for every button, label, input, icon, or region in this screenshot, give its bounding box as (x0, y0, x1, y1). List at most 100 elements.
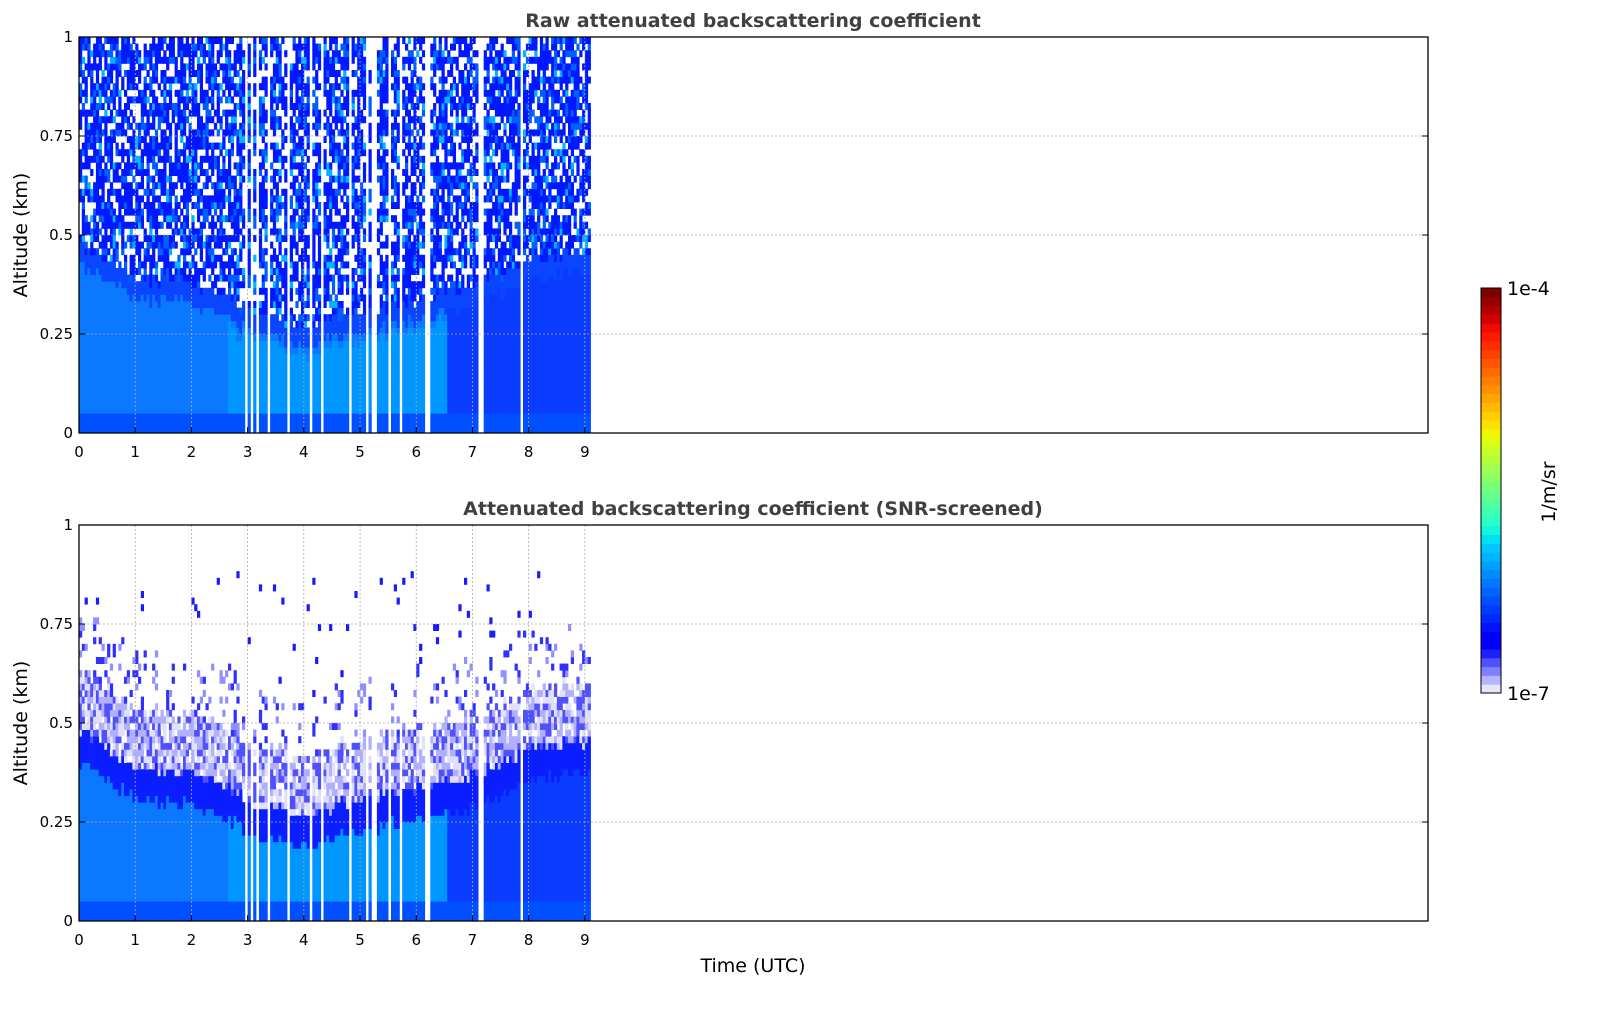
heatmap-cell (253, 320, 257, 328)
heatmap-cell (376, 149, 381, 157)
heatmap-cell (213, 400, 218, 407)
heatmap-cell (140, 320, 145, 328)
heatmap-cell (272, 268, 277, 275)
heatmap-cell (357, 426, 361, 434)
heatmap-cell (185, 169, 190, 176)
heatmap-cell (242, 241, 246, 249)
heatmap-cell (225, 380, 229, 388)
heatmap-cell (270, 89, 274, 97)
heatmap-cell (334, 386, 338, 394)
heatmap-cell (180, 307, 184, 315)
heatmap-cell (208, 287, 212, 295)
heatmap-cell (135, 195, 139, 203)
heatmap-cell (368, 155, 372, 163)
heatmap-cell (301, 162, 305, 170)
heatmap-cell (289, 169, 294, 176)
heatmap-cell (211, 248, 215, 256)
heatmap-cell (295, 116, 299, 124)
heatmap-cell (129, 274, 133, 282)
heatmap-cell (188, 70, 192, 77)
heatmap-cell (236, 367, 240, 374)
heatmap-cell (292, 241, 296, 249)
heatmap-cell (315, 380, 319, 388)
heatmap-cell (104, 413, 108, 421)
heatmap-cell (107, 116, 111, 124)
heatmap-cell (135, 307, 139, 315)
heatmap-cell (343, 43, 347, 51)
heatmap-cell (368, 195, 372, 203)
heatmap-cell (180, 89, 184, 97)
heatmap-cell (95, 43, 100, 51)
heatmap-cell (228, 347, 232, 355)
heatmap-cell (168, 142, 173, 150)
heatmap-cell (270, 50, 274, 58)
heatmap-cell (124, 182, 128, 190)
heatmap-cell (317, 320, 322, 328)
heatmap-cell (118, 268, 122, 275)
heatmap-cell (298, 235, 302, 242)
heatmap-cell (301, 122, 305, 130)
heatmap-cell (362, 320, 367, 328)
heatmap-cell (222, 301, 226, 308)
heatmap-cell (93, 96, 97, 104)
heatmap-cell (295, 202, 299, 209)
heatmap-cell (180, 136, 184, 143)
heatmap-cell (118, 162, 122, 170)
heatmap-cell (157, 314, 161, 322)
heatmap-cell (216, 400, 220, 407)
heatmap-cell (346, 56, 350, 64)
heatmap-cell (197, 360, 201, 368)
heatmap-cell (118, 175, 122, 183)
heatmap-cell (225, 314, 229, 322)
heatmap-cell (357, 367, 361, 374)
heatmap-cell (301, 327, 305, 335)
heatmap-cell (132, 274, 136, 282)
heatmap-cell (107, 386, 111, 394)
heatmap-cell (84, 149, 88, 157)
heatmap-cell (354, 406, 358, 414)
heatmap-cell (393, 353, 398, 361)
heatmap-cell (180, 340, 184, 348)
heatmap-cell (143, 261, 147, 269)
heatmap-cell (334, 347, 338, 355)
heatmap-cell (278, 122, 282, 130)
heatmap-cell (149, 221, 153, 229)
heatmap-cell (323, 386, 327, 394)
heatmap-cell (261, 426, 265, 434)
heatmap-cell (163, 136, 167, 143)
heatmap-cell (101, 287, 105, 295)
heatmap-cell (376, 400, 381, 407)
heatmap-cell (278, 195, 282, 203)
heatmap-cell (157, 406, 161, 414)
heatmap-cell (295, 70, 299, 77)
heatmap-cell (194, 175, 198, 183)
heatmap-cell (211, 182, 215, 190)
heatmap-cell (284, 175, 288, 183)
heatmap-cell (157, 241, 161, 249)
heatmap-cell (79, 380, 83, 388)
heatmap-cell (208, 248, 212, 256)
heatmap-cell (261, 353, 265, 361)
heatmap-cell (160, 294, 164, 302)
heatmap-cell (219, 426, 223, 434)
heatmap-cell (154, 294, 159, 302)
heatmap-cell (205, 426, 209, 434)
heatmap-cell (376, 76, 381, 84)
heatmap-cell (168, 373, 173, 381)
heatmap-cell (337, 268, 341, 275)
heatmap-cell (233, 202, 237, 209)
heatmap-cell (382, 43, 386, 51)
heatmap-cell (360, 334, 364, 341)
heatmap-cell (306, 136, 310, 143)
heatmap-cell (101, 307, 105, 315)
heatmap-cell (329, 294, 333, 302)
heatmap-cell (109, 380, 114, 388)
heatmap-cell (132, 301, 136, 308)
heatmap-cell (357, 56, 361, 64)
heatmap-cell (298, 340, 302, 348)
heatmap-cell (326, 202, 330, 209)
heatmap-cell (185, 413, 190, 421)
heatmap-cell (253, 56, 257, 64)
heatmap-cell (331, 274, 336, 282)
heatmap-cell (343, 353, 347, 361)
